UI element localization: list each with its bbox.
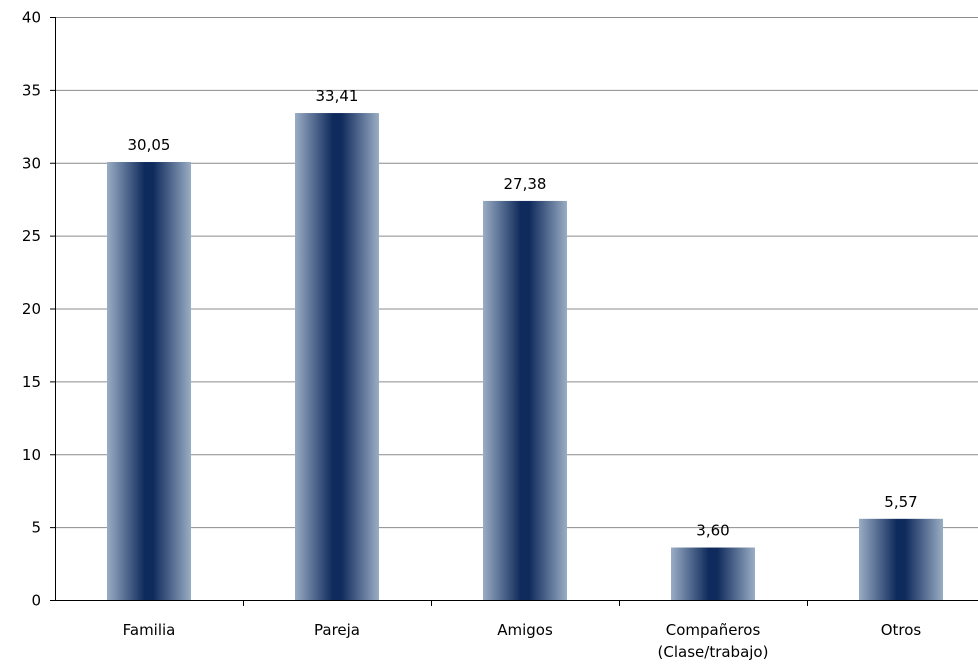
bar (671, 547, 755, 600)
y-tick-label: 10 (22, 446, 41, 464)
labels: 0 5 10 15 20 25 30 35 40 30,05 Familia 33,41 Pareja 2… (22, 9, 922, 662)
bar (483, 200, 567, 600)
data-label: 5,57 (884, 493, 917, 511)
bar (107, 162, 191, 601)
data-label: 27,38 (504, 175, 547, 193)
y-tick-label: 30 (22, 154, 41, 172)
x-category-label: Compañeros (666, 621, 761, 639)
y-tick-label: 20 (22, 300, 41, 318)
y-tick-label: 15 (22, 373, 41, 391)
y-tick-label: 25 (22, 227, 41, 245)
x-category-label: (Clase/trabajo) (658, 643, 769, 661)
x-category-label: Otros (881, 621, 922, 639)
x-category-label: Familia (123, 621, 176, 639)
data-label: 3,60 (696, 522, 729, 540)
axes (50, 17, 978, 606)
y-tick-label: 0 (31, 592, 41, 610)
bars (107, 113, 943, 601)
x-category-label: Pareja (314, 621, 360, 639)
data-label: 33,41 (316, 87, 359, 105)
y-tick-label: 35 (22, 81, 41, 99)
x-category-label: Amigos (497, 621, 553, 639)
bar (295, 113, 379, 600)
y-tick-label: 40 (22, 9, 41, 27)
bar (859, 518, 943, 600)
data-label: 30,05 (128, 136, 171, 154)
y-tick-label: 5 (31, 519, 41, 537)
